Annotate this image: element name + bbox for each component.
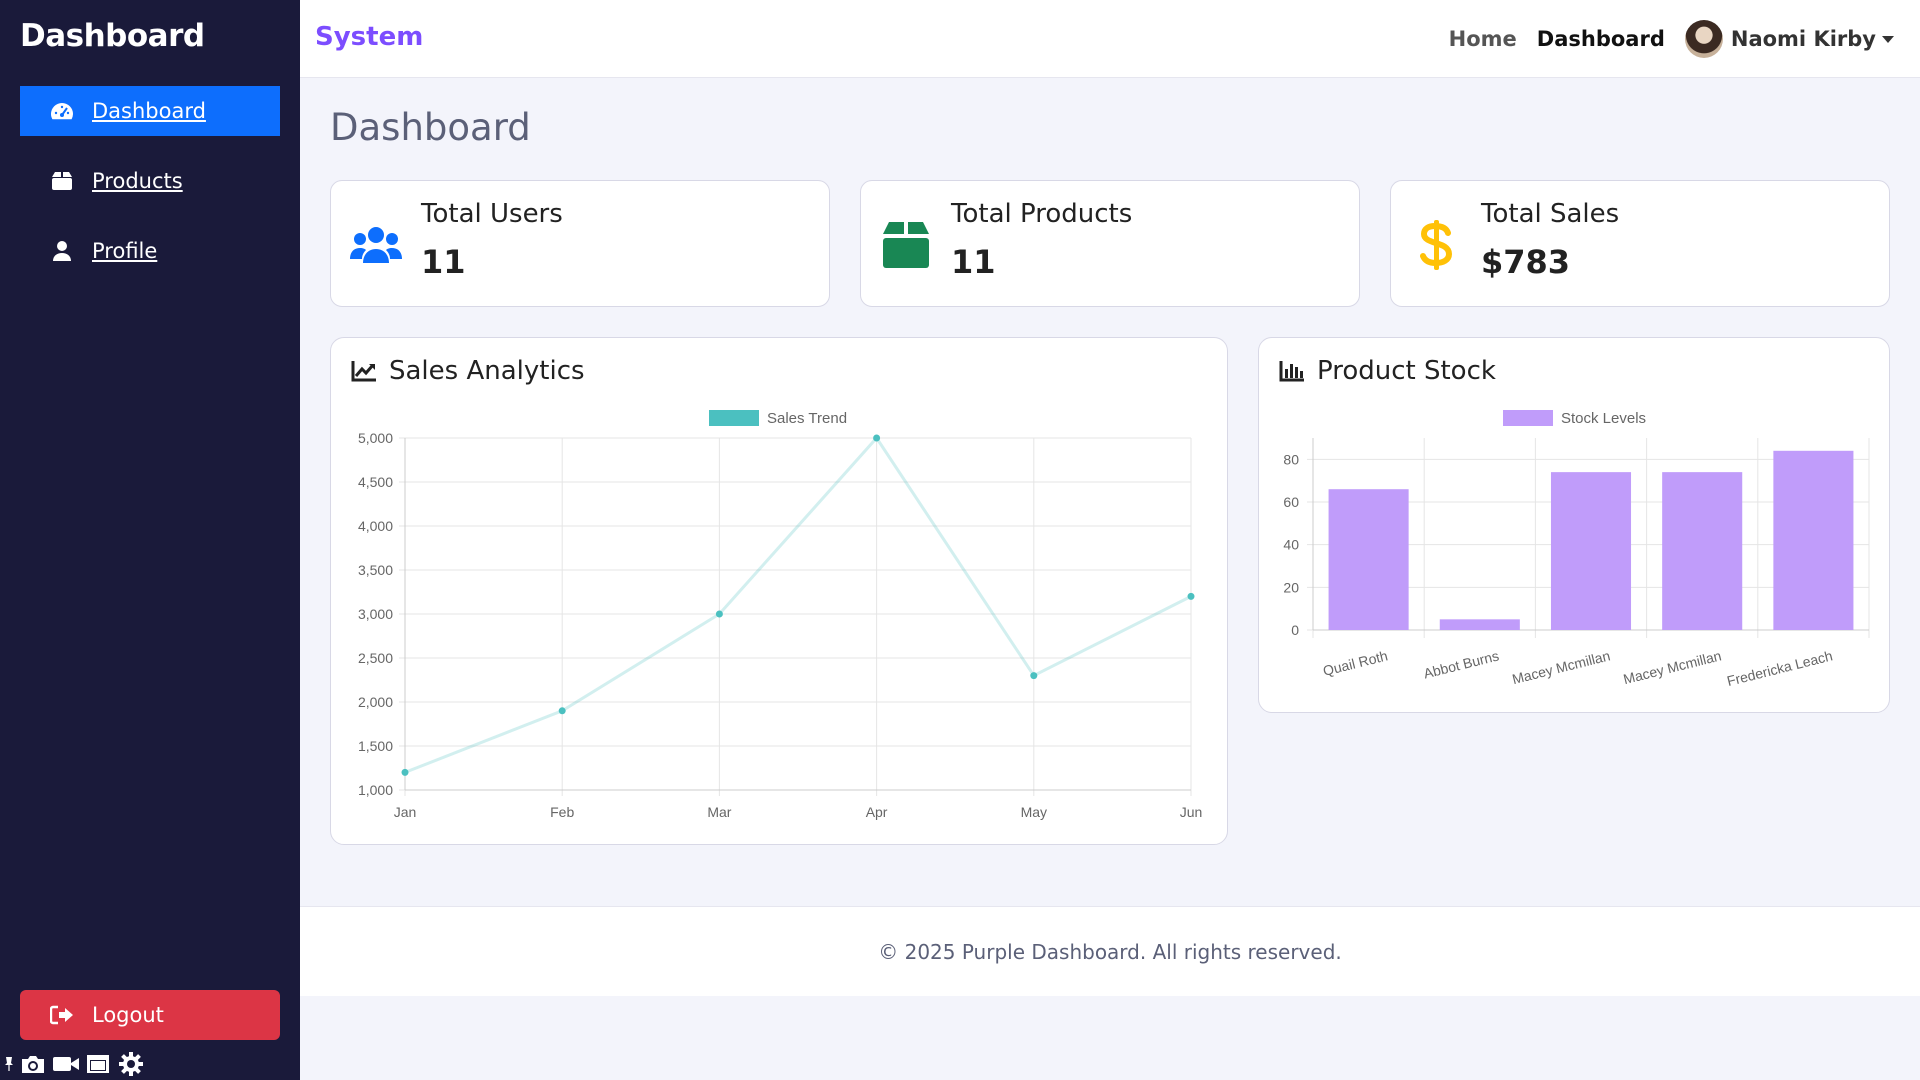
y-tick-label: 1,500	[358, 738, 393, 754]
y-tick-label: 3,000	[358, 606, 393, 622]
legend-label: Stock Levels	[1561, 410, 1646, 427]
stat-value: $783	[1481, 243, 1571, 281]
x-tick-label: Macey Mcmillan	[1622, 647, 1723, 687]
logout-icon	[48, 1004, 76, 1026]
nav-link-dashboard[interactable]: Dashboard	[1536, 27, 1665, 51]
legend-label: Sales Trend	[767, 410, 847, 427]
stock-bar-chart: Stock Levels 0 20 40 60 80 Quail Roth Abbot Bur…	[1283, 410, 1870, 689]
y-tick-label: 80	[1283, 451, 1299, 467]
x-tick-label: Abbot Burns	[1422, 647, 1501, 681]
sales-analytics-panel: Sales Analytics Sales Trend 1,000 1,500 2,0…	[330, 337, 1228, 845]
data-point	[401, 768, 409, 776]
nav-link-home[interactable]: Home	[1448, 27, 1517, 51]
stat-card-users: Total Users 11	[330, 180, 830, 307]
y-tick-label: 1,000	[358, 782, 393, 798]
sidebar-item-label: Dashboard	[92, 99, 206, 123]
sales-line-chart: Sales Trend 1,000 1,500 2,000 2,500 3,000 3,50…	[358, 410, 1203, 820]
chart-line-icon	[351, 359, 379, 383]
stat-value: 11	[951, 243, 996, 281]
stat-label: Total Sales	[1481, 199, 1620, 229]
stat-label: Total Users	[421, 199, 563, 229]
window-icon[interactable]	[86, 1053, 112, 1075]
data-point	[1030, 672, 1038, 680]
video-icon[interactable]	[52, 1054, 80, 1074]
chart-bar-icon	[1279, 359, 1307, 383]
y-tick-label: 40	[1283, 537, 1299, 553]
bar	[1773, 450, 1854, 630]
y-tick-label: 20	[1283, 579, 1299, 595]
top-navbar: System Home Dashboard Naomi Kirby	[300, 0, 1920, 78]
page-title: Dashboard	[330, 106, 531, 149]
gauge-icon	[48, 100, 76, 122]
y-tick-label: 4,000	[358, 518, 393, 534]
data-point	[558, 707, 566, 715]
stat-card-products: Total Products 11	[860, 180, 1360, 307]
top-nav-links: Home Dashboard Naomi Kirby	[1449, 16, 1894, 62]
footer-text: © 2025 Purple Dashboard. All rights rese…	[878, 939, 1342, 964]
user-name: Naomi Kirby	[1730, 27, 1876, 51]
pin-icon[interactable]	[4, 1056, 14, 1072]
sidebar: Dashboard Dashboard Products Profile Log…	[0, 0, 300, 1080]
camera-icon[interactable]	[20, 1053, 46, 1075]
sidebar-item-dashboard[interactable]: Dashboard	[20, 86, 280, 136]
x-tick-label: Apr	[866, 804, 888, 820]
caret-down-icon	[1882, 35, 1894, 43]
box-open-icon	[879, 217, 933, 273]
bar	[1550, 472, 1632, 630]
stat-card-sales: Total Sales $783	[1390, 180, 1890, 307]
dollar-icon	[1409, 217, 1463, 273]
recording-toolbar	[4, 1050, 144, 1078]
bar	[1439, 619, 1520, 630]
legend-swatch	[1503, 410, 1553, 426]
y-tick-label: 5,000	[358, 430, 393, 446]
x-tick-label: Mar	[707, 804, 731, 820]
user-icon	[48, 240, 76, 262]
stat-value: 11	[421, 243, 466, 281]
stock-panel-title: Product Stock	[1317, 356, 1496, 386]
x-tick-label: Quail Roth	[1321, 647, 1389, 679]
sidebar-item-profile[interactable]: Profile	[20, 226, 280, 276]
page-background	[300, 996, 1920, 1080]
data-point	[1187, 592, 1195, 600]
avatar[interactable]	[1684, 20, 1723, 58]
logout-label: Logout	[92, 1003, 164, 1027]
x-tick-label: Macey Mcmillan	[1510, 647, 1611, 687]
sidebar-item-label: Products	[92, 169, 183, 193]
legend-swatch	[709, 410, 759, 426]
panel-title: Sales Analytics	[351, 356, 585, 386]
sidebar-item-products[interactable]: Products	[20, 156, 280, 206]
x-tick-label: May	[1021, 804, 1047, 820]
x-tick-label: Fredericka Leach	[1725, 647, 1834, 689]
bar	[1328, 489, 1409, 630]
x-tick-label: Jan	[394, 804, 417, 820]
stat-label: Total Products	[951, 199, 1133, 229]
footer: © 2025 Purple Dashboard. All rights rese…	[300, 906, 1920, 996]
users-icon	[349, 217, 403, 273]
box-icon	[48, 170, 76, 192]
y-tick-label: 4,500	[358, 474, 393, 490]
bar	[1662, 472, 1743, 630]
y-tick-label: 2,000	[358, 694, 393, 710]
y-tick-label: 0	[1291, 622, 1299, 638]
y-tick-label: 3,500	[358, 562, 393, 578]
gear-icon[interactable]	[118, 1051, 144, 1077]
y-tick-label: 60	[1283, 494, 1299, 510]
sidebar-item-label: Profile	[92, 239, 158, 263]
data-point	[715, 610, 723, 618]
data-point	[873, 434, 881, 442]
product-stock-panel: Product Stock Stock Levels 0 20 40 60 80 Quail…	[1258, 337, 1890, 713]
logout-button[interactable]: Logout	[20, 990, 280, 1040]
panel-title: Product Stock	[1279, 356, 1496, 386]
sidebar-brand: Dashboard	[20, 18, 205, 54]
x-tick-label: Jun	[1180, 804, 1203, 820]
x-tick-label: Feb	[550, 804, 574, 820]
user-menu-toggle[interactable]: Naomi Kirby	[1731, 27, 1894, 51]
series-line-sales-trend	[404, 435, 1192, 774]
system-title: System	[315, 22, 424, 52]
y-tick-label: 2,500	[358, 650, 393, 666]
sales-panel-title: Sales Analytics	[389, 356, 585, 386]
